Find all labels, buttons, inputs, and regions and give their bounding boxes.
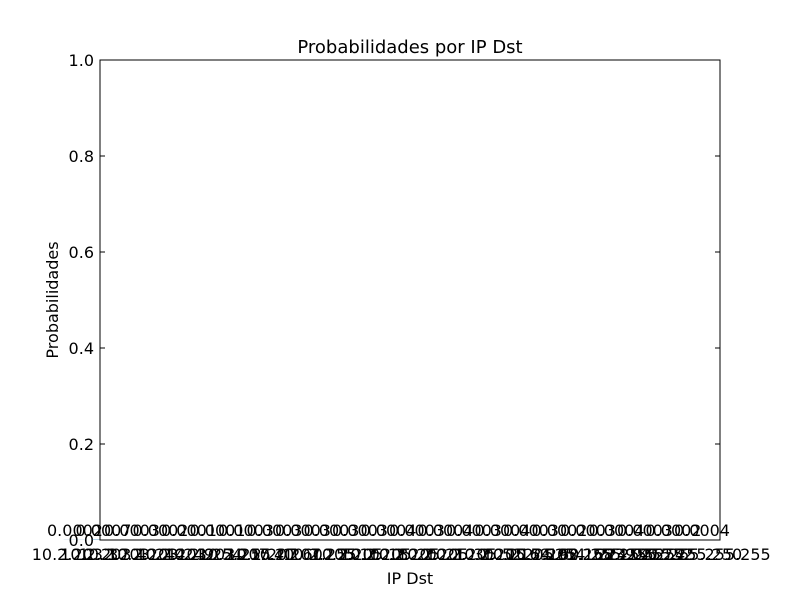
value-labels-group: 0.00020.00070.00030.00020.00010.00010.00… <box>47 521 730 540</box>
bar-value-label: 0.0003 <box>560 521 616 540</box>
bar-value-label: 0.0004 <box>589 521 645 540</box>
bar-value-label: 0.0002 <box>133 521 189 540</box>
x-tick-label: 10.2.203.249 <box>107 545 214 564</box>
bar-value-label: 0.0003 <box>247 521 303 540</box>
bar-value-label: 0.0003 <box>218 521 274 540</box>
x-tick-label: 10.2.203.3 <box>32 545 119 564</box>
x-tick-label: 224.0.0.252 <box>597 545 694 564</box>
bar-value-label: 0.0007 <box>76 521 132 540</box>
x-axis-ticks: 10.2.203.310.2.203.410.2.203.24410.2.203… <box>32 545 771 564</box>
x-tick-label: 10.2.205.30 <box>397 545 494 564</box>
x-axis-label: IP Dst <box>387 569 433 588</box>
bar-value-label: 0.0003 <box>332 521 388 540</box>
bar-value-label: 0.0003 <box>503 521 559 540</box>
y-axis-label: Probabilidades <box>43 241 62 358</box>
plot-area-frame <box>99 59 721 541</box>
x-tick-label: 239.255.255.250 <box>605 545 742 564</box>
y-tick-label: 0.8 <box>69 147 94 166</box>
x-tick-label: 10.2.203.4 <box>60 545 147 564</box>
y-tick-label: 0.2 <box>69 435 94 454</box>
bar-value-label: 0.0003 <box>389 521 445 540</box>
x-tick-label: 10.2.205.18 <box>312 545 409 564</box>
y-tick-label: 1.0 <box>69 51 94 70</box>
bar-value-label: 0.0003 <box>104 521 160 540</box>
x-tick-label: 10.2.207.60 <box>226 545 323 564</box>
chart-title: Probabilidades por IP Dst <box>297 37 522 58</box>
x-tick-label: 10.2.207.40 <box>198 545 295 564</box>
x-tick-label: 10.2.205.54 <box>454 545 551 564</box>
y-axis-ticks: 0.0 0.2 0.4 0.6 0.8 1.0 <box>69 51 720 550</box>
x-tick-label: 10.2.203.254 <box>136 545 243 564</box>
y-tick-label: 0.0 <box>69 531 94 550</box>
x-tick-label: 10.2.203.255 <box>164 545 271 564</box>
bar-value-label: 0.0001 <box>161 521 217 540</box>
x-tick-label: 10.2.205.255 <box>506 545 613 564</box>
y-tick-label: 0.4 <box>69 339 94 358</box>
x-tick-label: 255.255.255.255 <box>633 545 770 564</box>
bar-value-label: 0.0003 <box>304 521 360 540</box>
bar-value-label: 0.0003 <box>617 521 673 540</box>
x-tick-label: 10.2.207.255 <box>250 545 357 564</box>
bar-value-label: 0.0004 <box>418 521 474 540</box>
x-tick-label: 10.2.205.20 <box>340 545 437 564</box>
bar-value-label: 0.0002 <box>646 521 702 540</box>
x-tick-label: 10.2.205.60 <box>483 545 580 564</box>
bar-value-label: 0.0001 <box>190 521 246 540</box>
bar-value-label: 0.0004 <box>475 521 531 540</box>
x-tick-label: 10.2.205.52 <box>426 545 523 564</box>
bar-value-label: 0.0003 <box>446 521 502 540</box>
x-tick-label: 192.168.254.254 <box>548 545 685 564</box>
x-tick-label: 10.2.205.21 <box>369 545 466 564</box>
y-tick-label: 0.6 <box>69 243 94 262</box>
x-tick-label: 10.2.205.10 <box>283 545 380 564</box>
x-tick-label: 169.254.255.255 <box>519 545 656 564</box>
x-tick-label: 10.2.203.244 <box>79 545 186 564</box>
bar-value-label: 0.0003 <box>275 521 331 540</box>
bar-value-label: 0.0004 <box>674 521 730 540</box>
bar-value-label: 0.0002 <box>532 521 588 540</box>
bar-value-label: 0.0004 <box>361 521 417 540</box>
bar-value-label: 0.0002 <box>47 521 103 540</box>
